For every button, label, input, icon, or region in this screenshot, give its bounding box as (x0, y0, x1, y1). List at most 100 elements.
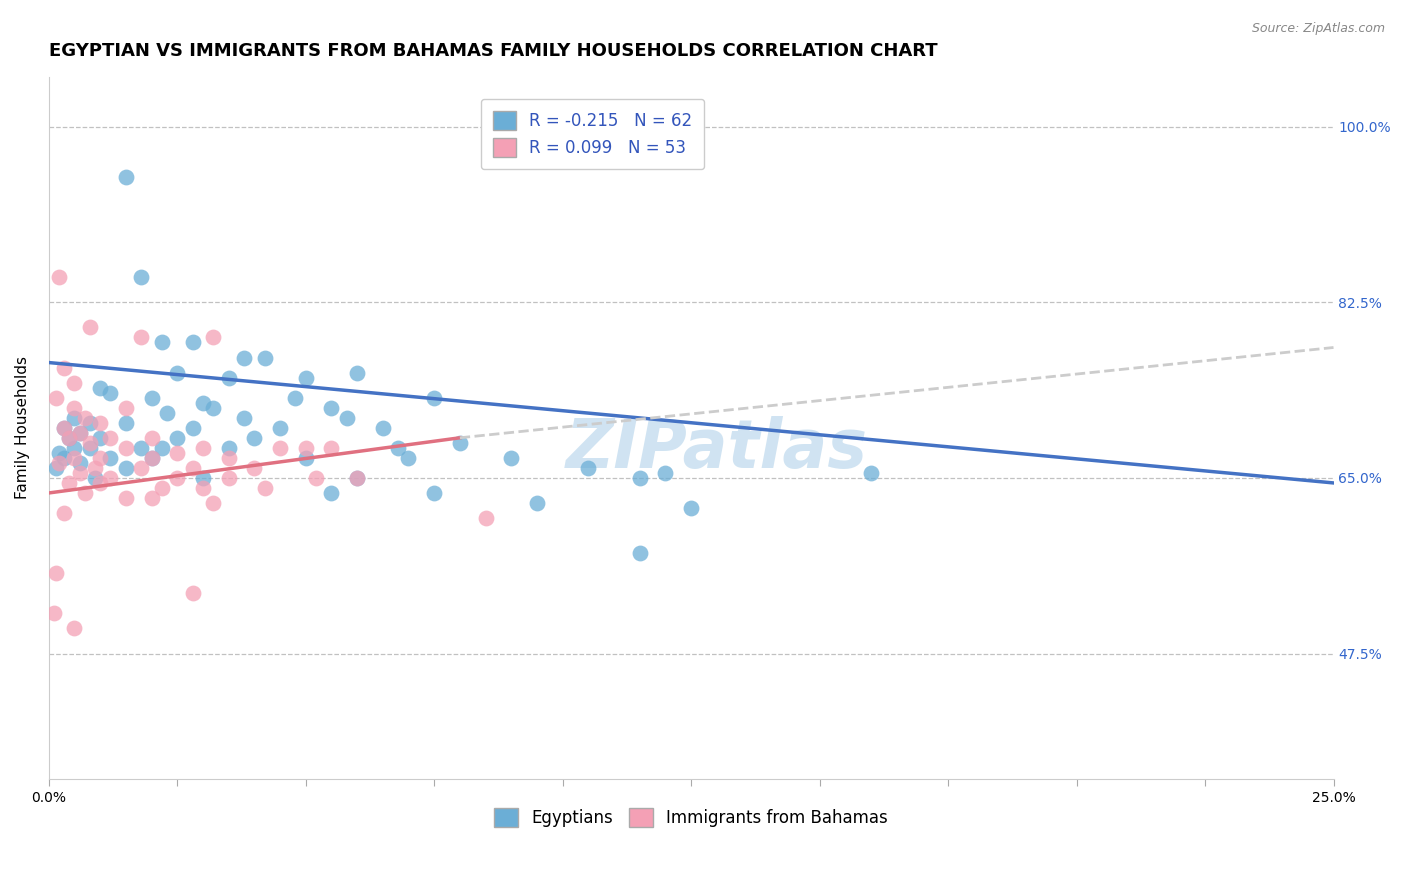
Point (89, 381, 111, 395)
Point (89, 431, 111, 445)
Point (166, 366, 188, 380)
Point (73, 486, 96, 500)
Point (218, 450, 240, 465)
Point (48, 270, 70, 285)
Point (243, 431, 266, 445)
Point (526, 496, 548, 510)
Point (53, 421, 76, 435)
Point (141, 491, 163, 505)
Point (253, 481, 276, 495)
Point (84, 461, 107, 475)
Point (218, 471, 240, 485)
Point (45, 391, 67, 405)
Point (321, 486, 343, 500)
Point (141, 450, 163, 465)
Point (63, 450, 86, 465)
Point (449, 435, 471, 450)
Point (69, 425, 91, 440)
Point (58, 475, 80, 490)
Point (58, 431, 80, 445)
Point (63, 401, 86, 415)
Point (202, 496, 225, 510)
Point (129, 441, 152, 455)
Point (387, 441, 409, 455)
Point (321, 441, 343, 455)
Point (53, 450, 76, 465)
Point (269, 441, 291, 455)
Point (181, 421, 204, 435)
Point (129, 270, 152, 285)
Point (114, 491, 136, 505)
Y-axis label: Family Households: Family Households (15, 356, 30, 500)
Point (269, 421, 291, 435)
Point (294, 370, 316, 384)
Point (336, 410, 359, 425)
Point (859, 466, 882, 480)
Point (253, 351, 276, 365)
Point (346, 471, 368, 485)
Point (243, 461, 266, 475)
Point (628, 471, 651, 485)
Point (69, 425, 91, 440)
Point (181, 461, 204, 475)
Point (129, 330, 152, 344)
Point (294, 441, 316, 455)
Point (156, 406, 179, 420)
Point (63, 376, 86, 390)
Point (681, 501, 703, 516)
Text: Source: ZipAtlas.com: Source: ZipAtlas.com (1251, 22, 1385, 36)
Legend: Egyptians, Immigrants from Bahamas: Egyptians, Immigrants from Bahamas (488, 801, 894, 834)
Point (69, 466, 91, 480)
Point (321, 401, 343, 415)
Point (53, 506, 76, 520)
Point (191, 471, 214, 485)
Point (150, 441, 173, 455)
Point (84, 471, 107, 485)
Point (42, 607, 65, 621)
Point (166, 431, 188, 445)
Point (371, 421, 394, 435)
Point (69, 456, 91, 470)
Point (58, 431, 80, 445)
Point (423, 391, 446, 405)
Point (114, 461, 136, 475)
Point (129, 461, 152, 475)
Point (233, 410, 256, 425)
Point (114, 401, 136, 415)
Point (114, 169, 136, 184)
Point (191, 395, 214, 409)
Point (100, 431, 122, 445)
Point (53, 421, 76, 435)
Point (166, 446, 188, 460)
Point (346, 471, 368, 485)
Point (114, 441, 136, 455)
Point (654, 466, 676, 480)
Point (181, 586, 204, 600)
Point (73, 410, 96, 425)
Point (305, 471, 328, 485)
Point (141, 450, 163, 465)
Point (233, 351, 256, 365)
Point (100, 385, 122, 400)
Point (100, 471, 122, 485)
Point (45, 566, 67, 581)
Point (48, 456, 70, 470)
Point (166, 471, 188, 485)
Point (89, 475, 111, 490)
Point (89, 450, 111, 465)
Point (79, 416, 101, 430)
Point (53, 360, 76, 375)
Point (63, 410, 86, 425)
Point (191, 481, 214, 495)
Point (79, 441, 101, 455)
Point (346, 366, 368, 380)
Point (202, 401, 225, 415)
Point (501, 450, 523, 465)
Point (294, 450, 316, 465)
Point (202, 330, 225, 344)
Point (79, 320, 101, 334)
Point (141, 391, 163, 405)
Point (191, 441, 214, 455)
Point (474, 511, 496, 525)
Point (141, 431, 163, 445)
